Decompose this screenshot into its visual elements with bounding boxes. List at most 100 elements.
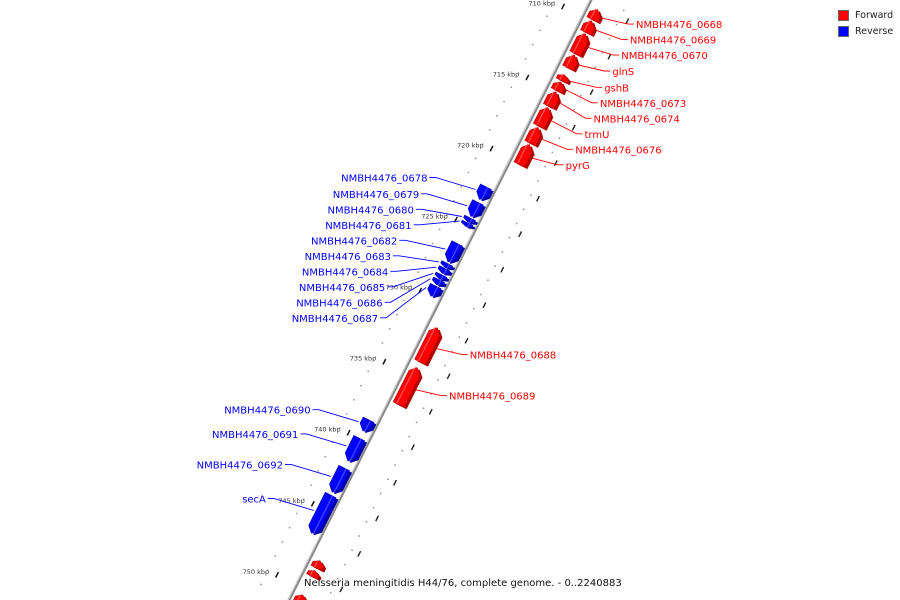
minor-dot-inner <box>372 506 375 509</box>
gene-label[interactable]: NMBH4476_0680 <box>328 205 414 216</box>
gene-arrow[interactable] <box>460 219 474 228</box>
gene-label[interactable]: NMBH4476_0673 <box>600 99 686 110</box>
gene-highlight <box>583 19 591 32</box>
gene-arrow[interactable] <box>437 265 451 275</box>
scale-dash <box>607 53 612 60</box>
gene-arrow[interactable] <box>580 20 595 36</box>
gene-label[interactable]: pyrG <box>566 161 590 172</box>
gene-NMBH4476_0684[interactable] <box>437 265 453 276</box>
gene-arrow[interactable] <box>434 271 448 281</box>
scale-dash <box>536 195 540 202</box>
gene-arrow[interactable] <box>306 570 320 580</box>
gene-arrow[interactable] <box>586 9 601 23</box>
leader-line <box>429 177 476 190</box>
gene-features <box>293 8 603 600</box>
gene-gshB[interactable] <box>555 73 571 86</box>
gene-label[interactable]: NMBH4476_0681 <box>325 221 411 232</box>
gene-label[interactable]: NMBH4476_0669 <box>630 36 716 47</box>
gene-NMBH4476_0680[interactable] <box>463 214 478 225</box>
gene-highlight <box>517 143 529 164</box>
gene-label[interactable]: NMBH4476_0692 <box>197 460 283 471</box>
gene-label[interactable]: trmU <box>585 130 610 141</box>
legend-label-forward: Forward <box>855 10 894 21</box>
minor-dot-inner <box>587 80 589 83</box>
gene-label[interactable]: NMBH4476_0676 <box>575 145 661 156</box>
leader-line <box>393 255 440 263</box>
gene-NMBH4476_0690[interactable] <box>359 416 377 433</box>
gene-arrow[interactable] <box>310 560 325 572</box>
gene-unnamed[interactable] <box>293 593 309 600</box>
minor-dot-outer <box>353 398 355 401</box>
gene-label[interactable]: NMBH4476_0684 <box>302 267 388 278</box>
gene-label[interactable]: NMBH4476_0689 <box>449 392 535 403</box>
gene-label[interactable]: NMBH4476_0690 <box>224 406 310 417</box>
gene-NMBH4476_0669[interactable] <box>580 19 597 37</box>
gene-highlight <box>546 90 555 106</box>
gene-NMBH4476_0689[interactable] <box>392 366 423 410</box>
gene-label[interactable]: NMBH4476_0688 <box>470 350 556 361</box>
gene-label[interactable]: NMBH4476_0678 <box>341 174 427 185</box>
gene-arrow[interactable] <box>550 81 565 94</box>
gene-label[interactable]: NMBH4476_0686 <box>296 298 382 309</box>
gene-label[interactable]: NMBH4476_0682 <box>311 236 397 247</box>
gene-NMBH4476_0679[interactable] <box>467 199 486 219</box>
minor-dot-outer <box>531 43 534 46</box>
leader-line <box>285 463 332 477</box>
gene-highlight <box>527 126 537 143</box>
gene-label[interactable]: NMBH4476_0674 <box>594 114 680 125</box>
gene-label[interactable]: NMBH4476_0685 <box>299 283 385 294</box>
gene-label[interactable]: gshB <box>604 83 629 94</box>
gene-NMBH4476_0691[interactable] <box>344 434 368 463</box>
gene-label[interactable]: NMBH4476_0679 <box>333 190 419 201</box>
gene-arrow[interactable] <box>431 276 445 286</box>
gene-NMBH4476_0682[interactable] <box>444 240 466 264</box>
gene-arrow[interactable] <box>555 74 569 84</box>
leader-line <box>312 409 359 423</box>
gene-label[interactable]: NMBH4476_0691 <box>212 430 298 441</box>
gene-unnamed[interactable] <box>310 559 327 573</box>
gene-arrow[interactable] <box>427 282 442 297</box>
gene-glnS[interactable] <box>562 53 580 73</box>
gene-label[interactable]: NMBH4476_0687 <box>292 314 378 325</box>
minor-dot-inner <box>465 322 468 324</box>
gene-NMBH4476_0686[interactable] <box>431 276 447 288</box>
gene-NMBH4476_0668[interactable] <box>586 8 603 25</box>
minor-dot-inner <box>515 222 518 225</box>
gene-label[interactable]: NMBH4476_0683 <box>305 252 391 263</box>
minor-dot-outer <box>360 384 362 387</box>
gene-arrow[interactable] <box>463 214 476 224</box>
gene-trmU[interactable] <box>532 106 554 131</box>
gene-label[interactable]: NMBH4476_0668 <box>636 20 722 31</box>
leader-line <box>384 278 431 303</box>
scale-dash <box>339 586 344 593</box>
gene-NMBH4476_0678[interactable] <box>476 183 494 202</box>
gene-label[interactable]: glnS <box>612 67 634 78</box>
gene-secA[interactable] <box>308 491 339 536</box>
gene-pyrG[interactable] <box>513 143 535 170</box>
gene-NMBH4476_0687[interactable] <box>427 282 444 299</box>
minor-dot-outer <box>467 171 470 174</box>
gene-arrow[interactable] <box>440 260 454 269</box>
gene-NMBH4476_0670[interactable] <box>569 32 591 59</box>
gene-NMBH4476_0688[interactable] <box>414 326 443 367</box>
gene-NMBH4476_0692[interactable] <box>329 464 353 495</box>
leader-line <box>570 80 603 88</box>
gene-label[interactable]: NMBH4476_0670 <box>621 51 707 62</box>
gene-NMBH4476_0681[interactable] <box>460 219 476 230</box>
minor-dot-inner <box>537 180 539 182</box>
gene-label[interactable]: secA <box>242 495 266 506</box>
gene-NMBH4476_0685[interactable] <box>434 271 450 282</box>
minor-dot-inner <box>615 23 618 26</box>
gene-arrow[interactable] <box>359 416 375 432</box>
gene-NMBH4476_0673[interactable] <box>550 80 567 96</box>
gene-unnamed[interactable] <box>306 569 322 582</box>
minor-dot-outer <box>410 285 412 288</box>
scale-dash <box>500 266 505 273</box>
gene-NMBH4476_0676[interactable] <box>524 126 544 148</box>
minor-dot-inner <box>422 407 425 410</box>
leader-line <box>415 208 462 217</box>
legend-label-reverse: Reverse <box>855 26 894 37</box>
minor-dot-outer <box>546 15 548 18</box>
gene-NMBH4476_0683[interactable] <box>440 260 456 271</box>
gene-NMBH4476_0674[interactable] <box>542 90 561 111</box>
